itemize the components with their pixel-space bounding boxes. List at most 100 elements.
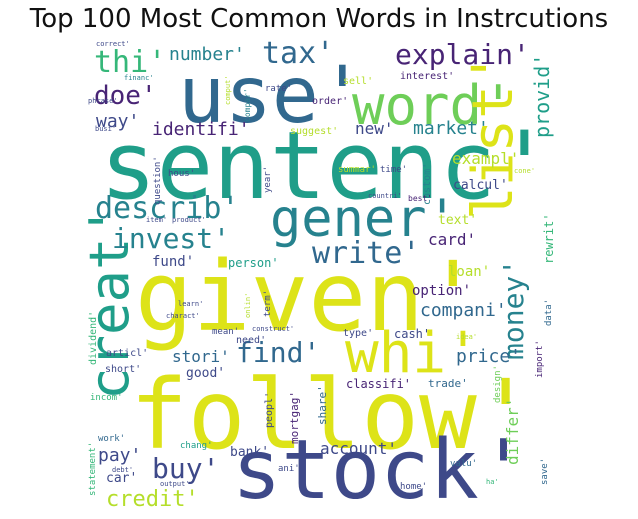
word-short: short' — [105, 364, 141, 375]
word-given: given' — [135, 241, 482, 353]
word-number: number' — [169, 44, 245, 65]
word-compani: compani' — [420, 300, 507, 321]
word-valu: valu' — [450, 459, 477, 469]
word-use: use' — [178, 51, 366, 141]
word-best: best' — [408, 194, 432, 203]
word-new: new' — [355, 119, 394, 138]
word-interest: interest' — [400, 71, 454, 82]
word-suggest: suggest' — [290, 126, 338, 137]
word-time: time' — [380, 165, 407, 175]
word-creat: creat' — [78, 205, 141, 400]
word-sentenc: sentenc' — [100, 112, 553, 221]
word-charact: charact' — [166, 312, 200, 320]
word-home: home' — [400, 482, 427, 492]
word-item: item' — [146, 216, 167, 224]
word-cash: cash' — [394, 327, 430, 341]
word-onlin: onlin' — [244, 293, 252, 318]
word-money: money' — [497, 259, 530, 360]
word-phrase: phrase' — [88, 97, 118, 105]
word-correct: correct' — [96, 40, 130, 48]
word-financ: financ' — [124, 74, 154, 82]
word-list: list' — [461, 51, 526, 220]
word-trade: trade' — [428, 377, 468, 390]
word-provid: provid' — [530, 54, 554, 138]
word-import: import' — [535, 340, 545, 378]
word-stori: stori' — [172, 347, 230, 366]
word-follow: follow' — [130, 359, 535, 471]
word-dividend: dividend' — [88, 311, 99, 365]
word-describ: describ' — [95, 191, 240, 226]
word-person: person' — [228, 256, 279, 270]
word-design: design' — [493, 365, 503, 403]
word-good: good' — [186, 366, 225, 381]
word-year: year' — [263, 166, 273, 193]
word-hous: hous' — [168, 169, 195, 179]
word-ani: ani' — [278, 464, 300, 474]
word-option: option' — [412, 283, 471, 299]
word-busi: busi' — [95, 125, 116, 133]
word-compar: compar' — [243, 88, 252, 122]
word-market: market' — [413, 118, 489, 139]
word-doe: doe' — [94, 81, 157, 111]
word-credit: credit' — [106, 487, 199, 512]
word-bank: bank' — [230, 445, 269, 460]
word-share: share' — [316, 385, 329, 425]
word-learn: learn' — [178, 300, 203, 308]
word-whi: whi' — [345, 321, 480, 386]
word-custom: custom' — [422, 163, 433, 205]
word-exampl: exampl' — [452, 149, 519, 168]
word-account: account' — [320, 439, 397, 458]
word-rewrit: rewrit' — [542, 213, 556, 264]
word-data: data' — [544, 299, 554, 326]
word-type: type' — [343, 328, 373, 339]
word-fund: fund' — [152, 254, 194, 270]
word-thi: thi' — [94, 45, 166, 80]
word-tax: tax' — [262, 36, 334, 71]
word-gener: gener' — [270, 189, 458, 249]
word-peopl: peopl' — [264, 392, 275, 428]
word-mean: mean' — [212, 327, 239, 337]
word-mortgag: mortgag' — [288, 391, 301, 444]
word-statement: statement' — [88, 442, 98, 496]
word-countri: countri' — [368, 192, 402, 200]
word-product: product' — [172, 216, 206, 224]
chart-title: Top 100 Most Common Words in Instrcution… — [29, 4, 609, 34]
word-differ: differ' — [503, 398, 522, 465]
word-order: order' — [312, 96, 348, 107]
word-explain: explain' — [395, 38, 530, 71]
word-save: save' — [540, 458, 550, 485]
word-construct: construct' — [252, 325, 294, 333]
word-stock: stock' — [232, 423, 528, 518]
word-text: text' — [438, 213, 477, 228]
word-car: car' — [106, 471, 137, 486]
word-card: card' — [428, 230, 476, 249]
word-summar: summar' — [338, 165, 376, 175]
word-chang: chang' — [180, 441, 213, 451]
word-ha: ha' — [486, 478, 499, 486]
word-term: term' — [263, 290, 273, 317]
word-buy: buy' — [152, 452, 219, 485]
word-classifi: classifi' — [346, 377, 411, 391]
word-idea: idea' — [456, 333, 477, 341]
word-price: price' — [456, 346, 521, 367]
word-way: way' — [96, 111, 139, 132]
word-work: work' — [98, 434, 125, 444]
word-comput: comput' — [224, 75, 232, 105]
word-cone: cone' — [514, 167, 535, 175]
word-find: find' — [236, 336, 320, 369]
word-articl: articl' — [106, 348, 148, 359]
word-rate: rate' — [265, 84, 292, 94]
word-incom: incom' — [90, 393, 123, 403]
word-question: question' — [153, 156, 163, 205]
word-debt: debt' — [112, 466, 133, 474]
word-calcul: calcul' — [453, 178, 508, 193]
word-invest: invest' — [112, 222, 230, 255]
word-word: word' — [352, 74, 515, 137]
word-write: write' — [312, 236, 420, 271]
word-sell: sell' — [343, 76, 373, 87]
word-pay: pay' — [98, 445, 141, 466]
word-loan: loan' — [448, 264, 490, 280]
word-need: need' — [236, 335, 266, 346]
word-identifi: identifi' — [152, 119, 250, 140]
